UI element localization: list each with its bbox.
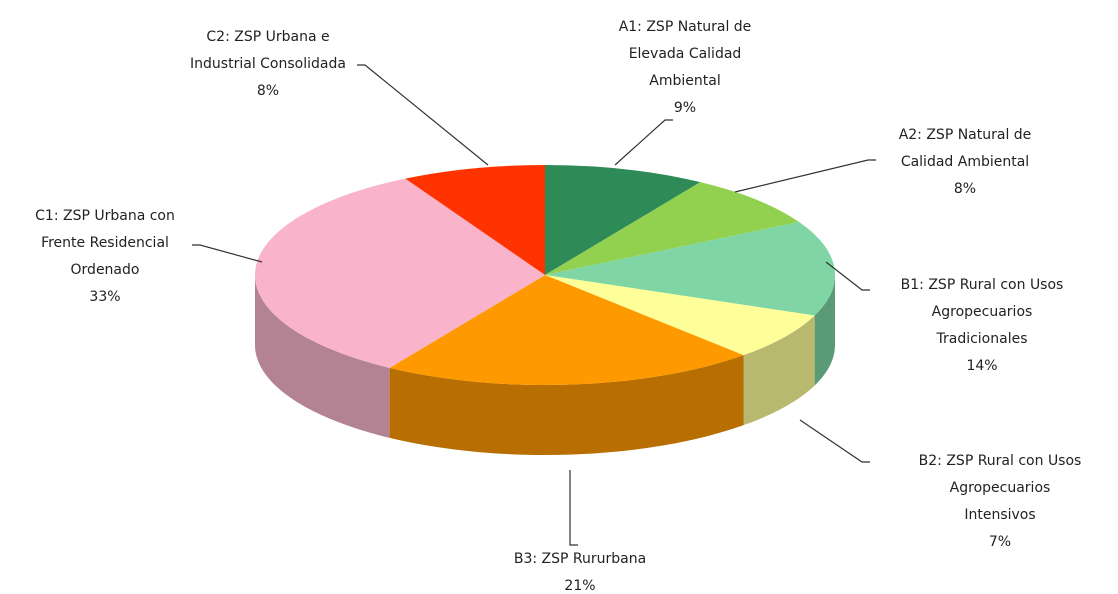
slice — [545, 182, 800, 275]
value-label: 14% — [966, 358, 998, 374]
category-name: A2: ZSP Natural de Calidad Ambiental — [898, 127, 1032, 170]
leader-line — [825, 261, 870, 291]
value-label: 8% — [256, 83, 280, 99]
slice-label: B1: ZSP Rural con Usos Agropecuarios Tra… — [901, 272, 1064, 380]
leader-line — [357, 64, 489, 166]
slice — [545, 165, 701, 275]
category-name: C1: ZSP Urbana con Frente Residencial Or… — [35, 208, 175, 278]
slice — [254, 178, 545, 368]
slice-label: C1: ZSP Urbana con Frente Residencial Or… — [35, 203, 175, 311]
leader-line — [614, 119, 673, 166]
leader-line — [799, 419, 870, 463]
value-label: 21% — [564, 578, 596, 594]
category-name: B3: ZSP Rururbana — [513, 551, 647, 567]
category-name: B2: ZSP Rural con Usos Agropecuarios Int… — [918, 453, 1082, 523]
slice-label: A2: ZSP Natural de Calidad Ambiental 8% — [899, 122, 1032, 203]
value-label: 7% — [988, 534, 1012, 550]
leader-line — [734, 159, 876, 193]
value-label: 9% — [673, 100, 697, 116]
category-name: A1: ZSP Natural de Elevada Calidad Ambie… — [618, 19, 752, 89]
value-label: 8% — [953, 181, 977, 197]
slice — [405, 165, 545, 275]
value-label: 33% — [89, 289, 121, 305]
leader-line — [192, 244, 263, 263]
leader-line — [569, 470, 578, 546]
slice-side — [814, 275, 835, 386]
slice — [545, 222, 836, 316]
slice-side — [255, 275, 390, 438]
slice-side — [743, 315, 815, 426]
slice-label: B3: ZSP Rururbana 21% — [514, 546, 646, 594]
slice — [389, 275, 744, 386]
slice — [545, 275, 815, 356]
slice-label: A1: ZSP Natural de Elevada Calidad Ambie… — [619, 14, 752, 122]
category-name: B1: ZSP Rural con Usos Agropecuarios Tra… — [900, 277, 1064, 347]
category-name: C2: ZSP Urbana e Industrial Consolidada — [190, 29, 346, 72]
slice-label: B2: ZSP Rural con Usos Agropecuarios Int… — [919, 448, 1082, 556]
slice-label: C2: ZSP Urbana e Industrial Consolidada 8… — [190, 24, 346, 105]
slice-side — [389, 355, 744, 455]
